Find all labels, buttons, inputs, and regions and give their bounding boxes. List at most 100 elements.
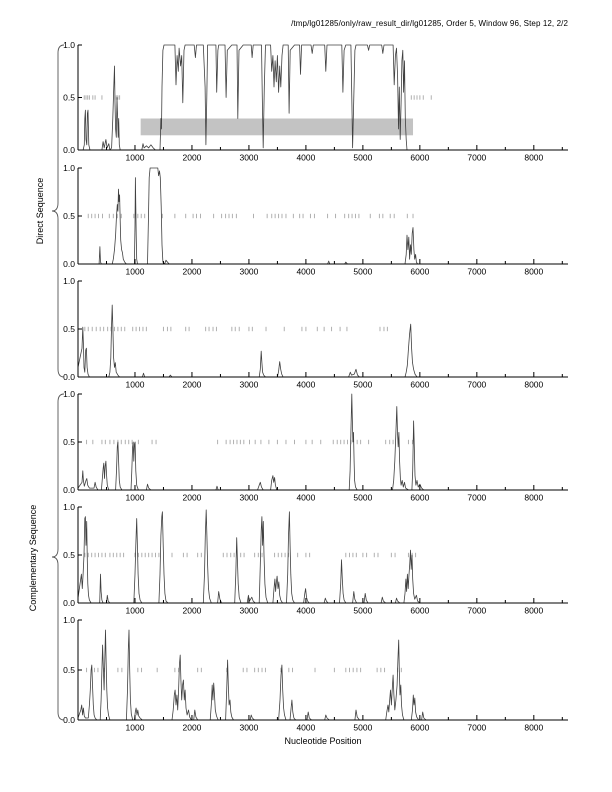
svg-text:0.0: 0.0	[63, 715, 75, 725]
group-label-complementary-sequence: Complementary Sequence	[28, 504, 38, 612]
panel-3-tick-labels: 1000 2000 3000 4000 5000 6000 7000 8000 0.0 0.5 1.…	[63, 276, 543, 390]
panel-3-probability-curve	[77, 304, 568, 378]
chart-title: /tmp/lg01285/only/raw_result_dir/lg01285…	[291, 19, 568, 28]
panel-1-tick-labels: 1000 2000 3000 4000 5000 6000 7000 8000 0.0 0.5 1.…	[63, 40, 543, 163]
svg-text:0.0: 0.0	[63, 145, 75, 155]
panel-5-codon-marks	[84, 552, 417, 558]
svg-text:8000: 8000	[524, 380, 543, 390]
svg-text:2000: 2000	[182, 267, 201, 277]
svg-text:2000: 2000	[182, 606, 201, 616]
svg-text:4000: 4000	[296, 267, 315, 277]
svg-text:0.5: 0.5	[63, 93, 75, 103]
svg-text:8000: 8000	[524, 606, 543, 616]
panel-4-axes	[77, 393, 568, 491]
panel-5-axes	[77, 506, 568, 604]
svg-text:1000: 1000	[126, 267, 145, 277]
svg-text:6000: 6000	[410, 493, 429, 503]
panel-6-axes	[77, 619, 568, 721]
svg-text:8000: 8000	[524, 493, 543, 503]
panel-2-axes	[77, 167, 568, 265]
svg-text:0.5: 0.5	[63, 211, 75, 221]
direct-sequence-brace	[51, 44, 65, 378]
svg-text:2000: 2000	[182, 153, 201, 163]
svg-text:5000: 5000	[353, 606, 372, 616]
svg-text:2000: 2000	[182, 723, 201, 733]
panel-6-codon-marks	[86, 667, 402, 673]
svg-text:1000: 1000	[126, 493, 145, 503]
svg-text:1000: 1000	[126, 606, 145, 616]
svg-text:5000: 5000	[353, 723, 372, 733]
svg-text:7000: 7000	[467, 493, 486, 503]
panel-2-probability-curve	[78, 167, 568, 265]
svg-text:6000: 6000	[410, 380, 429, 390]
svg-text:1.0: 1.0	[63, 615, 75, 625]
svg-text:2000: 2000	[182, 380, 201, 390]
svg-text:6000: 6000	[410, 723, 429, 733]
svg-text:1.0: 1.0	[63, 276, 75, 286]
svg-text:7000: 7000	[467, 723, 486, 733]
svg-text:8000: 8000	[524, 267, 543, 277]
panel-1-probability-curve	[78, 44, 568, 151]
svg-text:5000: 5000	[353, 153, 372, 163]
panel-6-tick-labels: 1000 2000 3000 4000 5000 6000 7000 8000 0.0 0.5 1.…	[63, 615, 543, 733]
panel-3-direct-frame-3: 1000 2000 3000 4000 5000 6000 7000 8000 0.0 0.5 1.…	[63, 276, 568, 390]
svg-text:7000: 7000	[467, 606, 486, 616]
svg-text:0.0: 0.0	[63, 485, 75, 495]
predicted-gene-region	[140, 118, 414, 136]
svg-text:1.0: 1.0	[63, 502, 75, 512]
svg-text:1000: 1000	[126, 380, 145, 390]
svg-text:4000: 4000	[296, 723, 315, 733]
panel-5-complementary-frame-2: 1000 2000 3000 4000 5000 6000 7000 8000 0.0 0.5 1.…	[63, 502, 568, 616]
x-axis-label: Nucleotide Position	[284, 736, 362, 746]
svg-text:1000: 1000	[126, 723, 145, 733]
svg-text:1.0: 1.0	[63, 389, 75, 399]
svg-text:0.5: 0.5	[63, 665, 75, 675]
svg-text:5000: 5000	[353, 380, 372, 390]
svg-text:7000: 7000	[467, 380, 486, 390]
group-label-direct-sequence: Direct Sequence	[35, 177, 45, 245]
svg-text:3000: 3000	[239, 267, 258, 277]
panel-3-axes	[77, 280, 568, 378]
svg-text:0.0: 0.0	[63, 259, 75, 269]
svg-text:3000: 3000	[239, 493, 258, 503]
panel-6-probability-curve	[77, 629, 568, 721]
svg-text:1.0: 1.0	[63, 40, 75, 50]
panel-2-codon-marks	[87, 213, 414, 219]
panel-6-complementary-frame-3: 1000 2000 3000 4000 5000 6000 7000 8000 0.0 0.5 1.…	[63, 615, 568, 733]
svg-text:6000: 6000	[410, 606, 429, 616]
svg-text:0.0: 0.0	[63, 598, 75, 608]
svg-text:1000: 1000	[126, 153, 145, 163]
svg-text:4000: 4000	[296, 153, 315, 163]
panel-2-direct-frame-2: 1000 2000 3000 4000 5000 6000 7000 8000 0.0 0.5 1.…	[63, 163, 568, 277]
svg-text:0.5: 0.5	[63, 324, 75, 334]
svg-text:0.0: 0.0	[63, 372, 75, 382]
svg-text:4000: 4000	[296, 493, 315, 503]
svg-text:8000: 8000	[524, 723, 543, 733]
svg-text:8000: 8000	[524, 153, 543, 163]
panel-1-axes	[77, 44, 568, 151]
panel-4-codon-marks	[86, 439, 413, 445]
svg-text:3000: 3000	[239, 153, 258, 163]
svg-text:5000: 5000	[353, 267, 372, 277]
panel-1-codon-marks	[83, 95, 432, 100]
svg-text:6000: 6000	[410, 267, 429, 277]
svg-text:3000: 3000	[239, 380, 258, 390]
svg-text:4000: 4000	[296, 606, 315, 616]
svg-text:3000: 3000	[239, 606, 258, 616]
svg-text:6000: 6000	[410, 153, 429, 163]
svg-text:7000: 7000	[467, 153, 486, 163]
panel-4-tick-labels: 1000 2000 3000 4000 5000 6000 7000 8000 0.0 0.5 1.…	[63, 389, 543, 503]
complementary-sequence-brace	[51, 393, 65, 721]
panel-5-probability-curve	[77, 509, 568, 604]
svg-text:3000: 3000	[239, 723, 258, 733]
panel-1-direct-frame-1: 1000 2000 3000 4000 5000 6000 7000 8000 0.0 0.5 1.…	[63, 40, 568, 163]
svg-text:2000: 2000	[182, 493, 201, 503]
panel-2-tick-labels: 1000 2000 3000 4000 5000 6000 7000 8000 0.0 0.5 1.…	[63, 163, 543, 277]
svg-text:0.5: 0.5	[63, 437, 75, 447]
svg-text:4000: 4000	[296, 380, 315, 390]
svg-text:1.0: 1.0	[63, 163, 75, 173]
panel-3-codon-marks	[84, 326, 388, 332]
svg-text:7000: 7000	[467, 267, 486, 277]
